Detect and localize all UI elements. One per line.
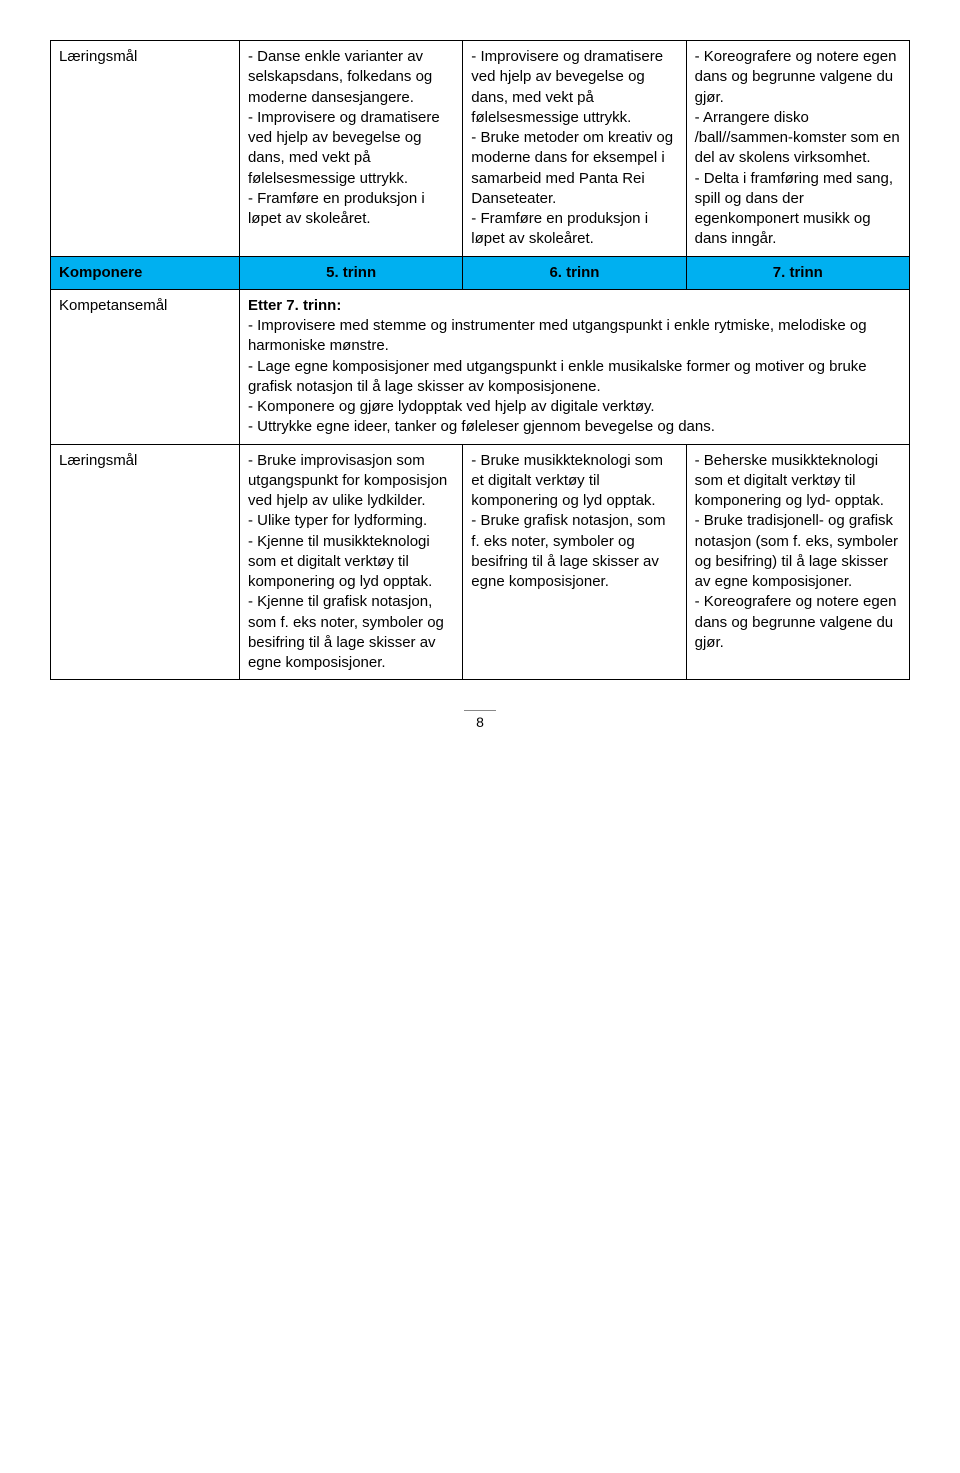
row-label: Kompetansemål [51,289,240,444]
cell: - Koreografere og notere egen dans og be… [686,41,909,257]
table-row: Læringsmål - Bruke improvisasjon som utg… [51,444,910,680]
competence-heading: Etter 7. trinn: [248,297,341,314]
grade-header: 5. trinn [239,256,462,289]
row-label: Læringsmål [51,444,240,680]
cell: - Danse enkle varianter av selskapsdans,… [239,41,462,257]
row-label: Læringsmål [51,41,240,257]
section-label: Komponere [51,256,240,289]
cell: - Improvisere og dramatisere ved hjelp a… [463,41,686,257]
grade-header: 6. trinn [463,256,686,289]
table-row: Læringsmål - Danse enkle varianter av se… [51,41,910,257]
page-number: 8 [50,710,910,732]
curriculum-table: Læringsmål - Danse enkle varianter av se… [50,40,910,680]
cell: - Bruke musikkteknologi som et digitalt … [463,444,686,680]
grade-header: 7. trinn [686,256,909,289]
cell: - Bruke improvisasjon som utgangspunkt f… [239,444,462,680]
cell: - Beherske musikkteknologi som et digita… [686,444,909,680]
section-header-row: Komponere 5. trinn 6. trinn 7. trinn [51,256,910,289]
merged-cell: Etter 7. trinn: - Improvisere med stemme… [239,289,909,444]
competence-body: - Improvisere med stemme og instrumenter… [248,317,867,435]
table-row: Kompetansemål Etter 7. trinn: - Improvis… [51,289,910,444]
